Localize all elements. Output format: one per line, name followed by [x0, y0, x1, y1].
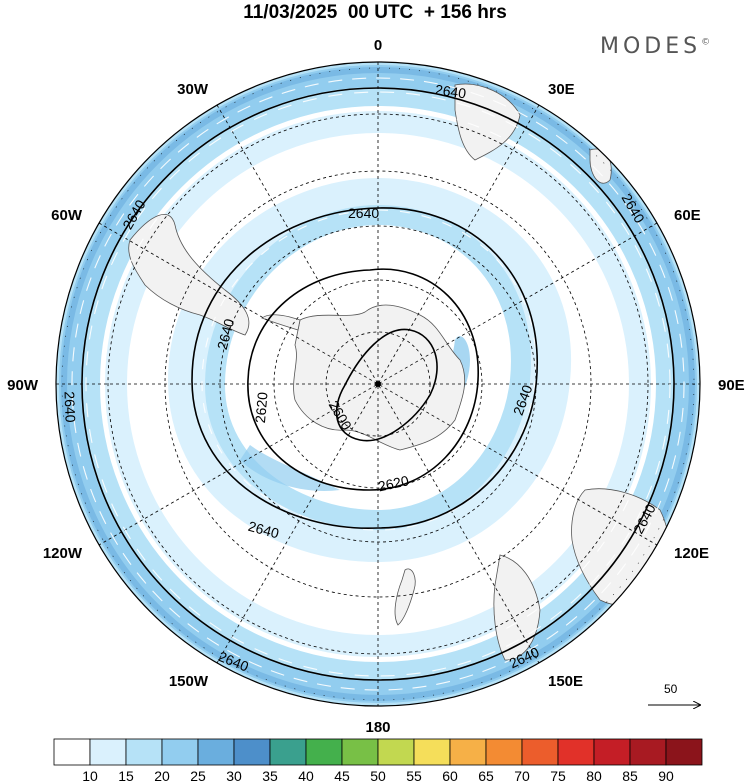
lon-label-90w: 90W — [7, 377, 39, 394]
colorbar-box — [341, 738, 379, 766]
colorbar-label: 50 — [370, 768, 386, 782]
colorbar-label: 40 — [298, 768, 314, 782]
colorbar-label: 25 — [190, 768, 206, 782]
colorbar-box — [665, 738, 703, 766]
colorbar-box — [557, 738, 595, 766]
brand-logo: MODES© — [600, 34, 710, 59]
contour-label: 2640 — [247, 518, 281, 542]
contour-2640-inner — [191, 207, 538, 529]
colorbar-label: 30 — [226, 768, 242, 782]
colorbar-box — [233, 738, 271, 766]
contour-label: 2640 — [434, 81, 467, 101]
lon-label-30w: 30W — [177, 81, 209, 98]
south-pole-marker — [375, 381, 381, 387]
lon-label-0: 0 — [374, 37, 382, 54]
colorbar-box — [521, 738, 559, 766]
colorbar-label: 75 — [550, 768, 566, 782]
colorbar-box — [305, 738, 343, 766]
lon-label-60e: 60E — [674, 207, 701, 224]
colorbar-box — [161, 738, 199, 766]
colorbar-box — [485, 738, 523, 766]
colorbar-label: 55 — [406, 768, 422, 782]
colorbar-label: 35 — [262, 768, 278, 782]
colorbar-box — [89, 738, 127, 766]
lon-label-60w: 60W — [51, 207, 83, 224]
contour-label: 2640 — [348, 205, 379, 221]
lon-label-180: 180 — [365, 719, 390, 736]
contour-label: 2620 — [252, 391, 271, 424]
colorbar-label: 15 — [118, 768, 134, 782]
colorbar-label: 65 — [478, 768, 494, 782]
colorbar-boxes — [53, 738, 703, 766]
contour-2620 — [247, 268, 479, 491]
wind-streamlines — [71, 77, 685, 691]
height-contours — [81, 87, 675, 681]
longitude-labels: 0 30E 60E 90E 120E 150E 180 150W 120W 90… — [7, 37, 745, 736]
forecast-title: 11/03/2025 00 UTC + 156 hrs — [243, 2, 507, 23]
colorbar-box — [269, 738, 307, 766]
contour-label: 2620 — [377, 472, 411, 494]
brand-copyright: © — [701, 37, 711, 48]
lon-label-150w: 150W — [169, 673, 209, 690]
contour-label: 2640 — [214, 317, 238, 351]
graticule — [56, 62, 700, 706]
colorbar-box — [593, 738, 631, 766]
colorbar-box — [629, 738, 667, 766]
colorbar-box — [197, 738, 235, 766]
contour-label: 2640 — [62, 391, 79, 423]
colorbar-box — [449, 738, 487, 766]
contour-2640-outer — [81, 87, 675, 681]
lon-label-120w: 120W — [43, 545, 83, 562]
colorbar-box — [413, 738, 451, 766]
colorbar-label: 80 — [586, 768, 602, 782]
polar-map: 2640 2640 2640 2640 2640 2640 2640 2640 … — [7, 37, 745, 736]
colorbar-label: 20 — [154, 768, 170, 782]
colorbar-label: 60 — [442, 768, 458, 782]
colorbar-label: 70 — [514, 768, 530, 782]
map-border-ticks — [61, 67, 695, 701]
lon-label-150e: 150E — [548, 673, 583, 690]
colorbar-box — [53, 738, 91, 766]
brand-name: MODES — [600, 34, 702, 59]
map-border — [55, 61, 701, 707]
colorbar-label: 85 — [622, 768, 638, 782]
lon-label-30e: 30E — [548, 81, 575, 98]
contour-2600 — [335, 328, 438, 442]
lon-label-120e: 120E — [674, 545, 709, 562]
colorbar-box — [377, 738, 415, 766]
colorbar-label: 10 — [82, 768, 98, 782]
wind-scale-label: 50 — [664, 682, 678, 696]
colorbar-labels: 10 15 20 25 30 35 40 45 50 55 60 65 70 75 80 85 90 — [82, 768, 674, 782]
colorbar-box — [125, 738, 163, 766]
colorbar-label: 45 — [334, 768, 350, 782]
lon-label-90e: 90E — [718, 377, 745, 394]
colorbar-label: 90 — [658, 768, 674, 782]
